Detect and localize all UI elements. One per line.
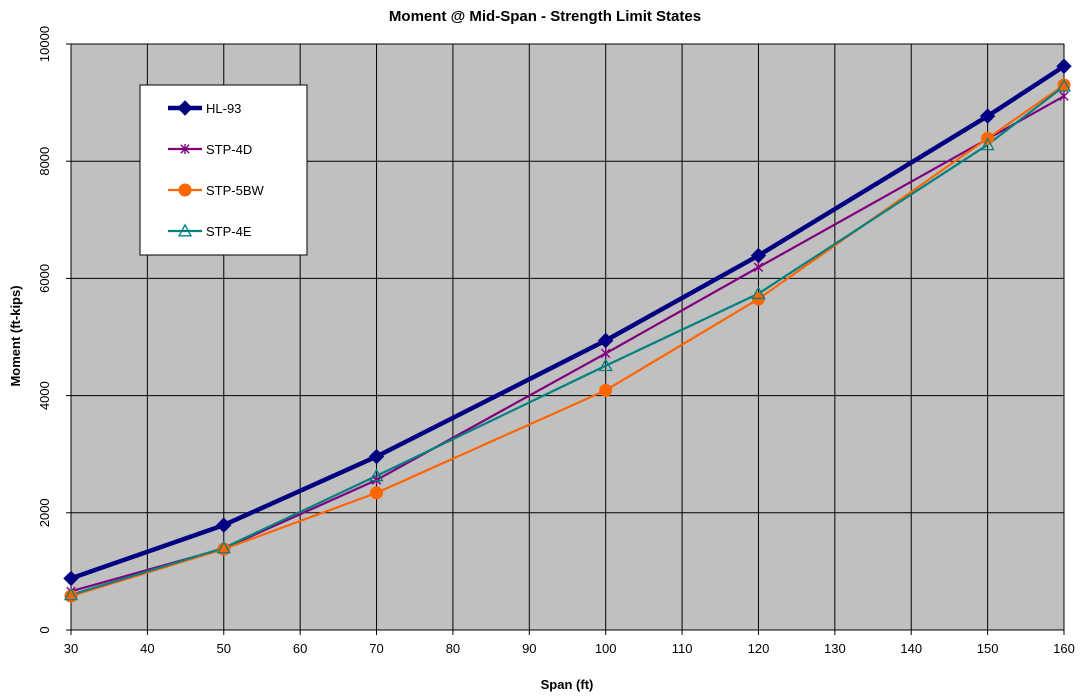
x-tick-label: 120: [748, 641, 770, 656]
y-tick-label: 6000: [37, 264, 52, 293]
legend-label-stp-4d: STP-4D: [206, 142, 252, 157]
data-point-stp-5bw: [599, 383, 613, 397]
x-tick-label: 90: [522, 641, 536, 656]
data-point-stp-4e: [1056, 78, 1072, 92]
data-point-stp-4e: [751, 286, 766, 300]
data-point-stp-4e: [369, 468, 384, 482]
data-point-stp-4d: [600, 348, 611, 359]
y-tick-label: 2000: [37, 498, 52, 527]
chart-title: Moment @ Mid-Span - Strength Limit State…: [389, 8, 701, 25]
x-tick-label: 160: [1053, 641, 1075, 656]
series-markers: [63, 58, 1072, 603]
legend-label-stp-4e: STP-4E: [206, 224, 252, 239]
legend-marker-stp-4d: [180, 144, 190, 154]
data-point-stp-4d: [1059, 91, 1069, 102]
x-tick-label: 80: [446, 641, 460, 656]
x-tick-label: 100: [595, 641, 617, 656]
data-point-stp-5bw: [370, 486, 384, 500]
y-tick-label: 4000: [37, 381, 52, 410]
x-tick-label: 40: [140, 641, 154, 656]
legend-marker-hl-93: [177, 100, 193, 116]
data-point-hl-93: [63, 570, 79, 587]
x-axis-label: Span (ft): [541, 677, 594, 692]
x-tick-label: 130: [824, 641, 846, 656]
legend-marker-stp-4e: [177, 223, 193, 237]
x-tick-label: 60: [293, 641, 307, 656]
x-tick-label: 30: [64, 641, 78, 656]
y-axis-label: Moment (ft-kips): [8, 285, 23, 386]
grid: [70, 43, 1065, 631]
legend-label-hl-93: HL-93: [206, 101, 241, 116]
x-tick-label: 140: [900, 641, 922, 656]
data-point-hl-93: [597, 332, 614, 349]
legend-box: [139, 84, 308, 256]
data-point-hl-93: [979, 108, 996, 124]
y-tick-label: 0: [37, 626, 52, 633]
data-point-stp-4e: [980, 137, 995, 151]
data-point-hl-93: [216, 517, 232, 533]
legend-marker-stp-5bw: [178, 183, 192, 197]
x-tick-label: 150: [977, 641, 999, 656]
data-point-stp-4d: [371, 474, 382, 485]
data-point-stp-4e: [216, 540, 231, 554]
y-axis-ticks: 0 2000 4000 6000 8000 10000: [37, 26, 71, 634]
y-tick-label: 10000: [37, 26, 52, 62]
x-tick-label: 110: [672, 641, 693, 656]
data-point-stp-4e: [598, 358, 613, 372]
legend-label-stp-5bw: STP-5BW: [206, 183, 265, 198]
data-point-hl-93: [1056, 58, 1072, 74]
x-axis-ticks: 30 40 50 60 70 80 90 100 110 120 130 140 150 160: [64, 630, 1075, 656]
y-tick-label: 8000: [37, 147, 52, 176]
x-tick-label: 70: [369, 641, 383, 656]
data-point-hl-93: [368, 448, 385, 465]
x-tick-label: 50: [217, 641, 231, 656]
data-point-stp-4e: [63, 587, 79, 601]
legend: HL-93 STP-4D STP-5BW STP-4E: [139, 84, 308, 256]
data-point-stp-4d: [753, 262, 764, 273]
